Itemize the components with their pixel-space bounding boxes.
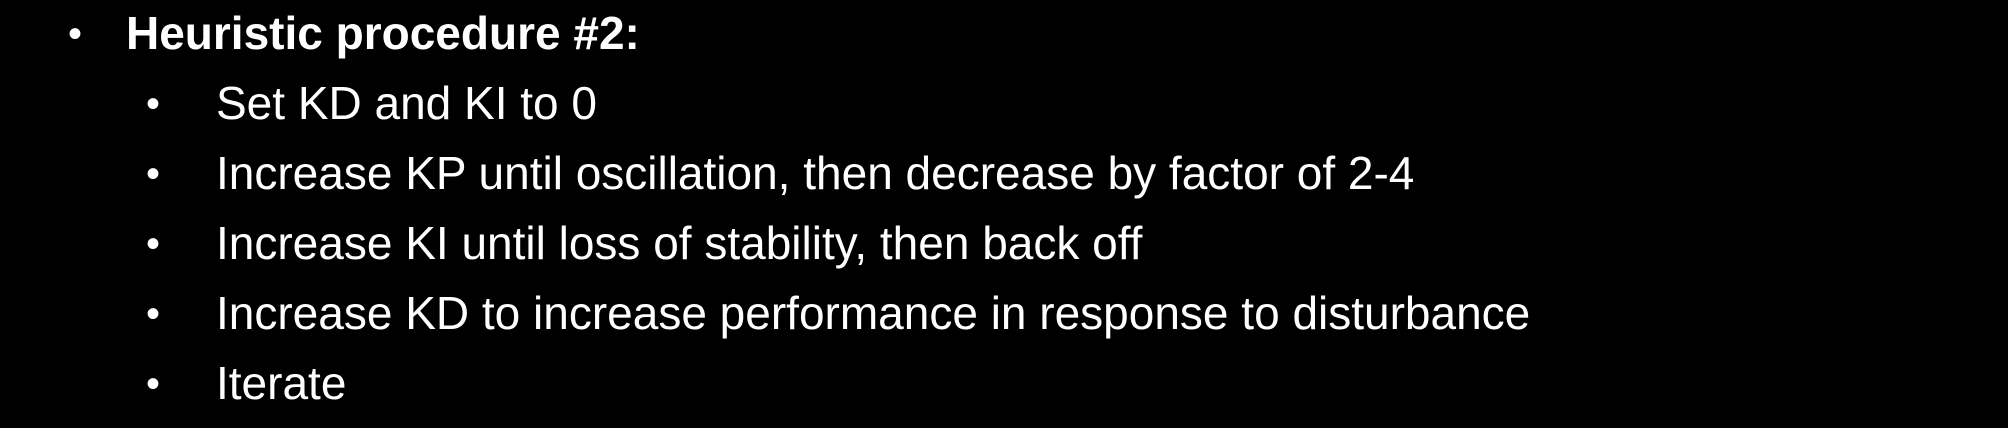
- bullet-icon: •: [146, 222, 161, 266]
- heading-bullet-row: • Heuristic procedure #2:: [68, 4, 640, 64]
- list-item-text: Increase KI until loss of stability, the…: [216, 217, 1143, 270]
- list-item: • Increase KI until loss of stability, t…: [146, 214, 1142, 274]
- list-item: • Set KD and KI to 0: [146, 74, 597, 134]
- list-item: • Iterate: [146, 354, 346, 414]
- list-item-text: Set KD and KI to 0: [216, 77, 598, 130]
- list-item-text: Increase KD to increase performance in r…: [216, 287, 1531, 340]
- bullet-icon: •: [68, 12, 83, 56]
- bullet-icon: •: [146, 82, 161, 126]
- list-item-text: Increase KP until oscillation, then decr…: [216, 147, 1415, 200]
- heading-text: Heuristic procedure #2:: [126, 7, 640, 60]
- list-item: • Increase KP until oscillation, then de…: [146, 144, 1414, 204]
- list-item-text: Iterate: [216, 357, 347, 410]
- list-item: • Increase KD to increase performance in…: [146, 284, 1530, 344]
- bullet-icon: •: [146, 152, 161, 196]
- bullet-icon: •: [146, 362, 161, 406]
- bullet-icon: •: [146, 292, 161, 336]
